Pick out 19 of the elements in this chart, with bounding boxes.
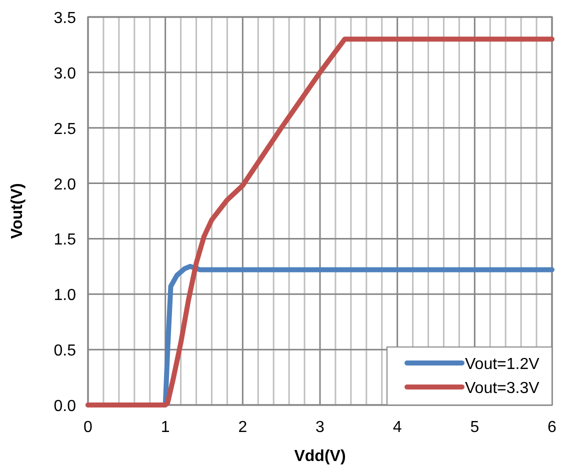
x-tick-label: 5: [470, 419, 480, 436]
y-tick-label: 2.0: [54, 176, 76, 194]
x-tick-label: 0: [84, 419, 93, 436]
y-tick-label: 0.5: [54, 342, 76, 360]
x-tick-label: 3: [316, 419, 325, 436]
y-tick-label: 0.0: [54, 398, 76, 415]
x-axis-title: Vdd(V): [294, 448, 346, 465]
legend-label: Vout=1.2V: [465, 356, 540, 373]
x-tick-label: 1: [160, 419, 170, 436]
x-tick-label: 4: [392, 419, 402, 436]
y-axis-title: Vout(V): [9, 183, 26, 239]
y-tick-label: 1.0: [54, 287, 76, 304]
y-tick-label: 1.5: [54, 232, 76, 249]
x-tick-label: 2: [238, 419, 248, 436]
legend-label: Vout=3.3V: [465, 380, 540, 397]
y-tick-label: 3.5: [54, 10, 76, 27]
y-tick-label: 3.0: [54, 65, 76, 82]
x-tick-label: 6: [548, 419, 557, 436]
y-tick-label: 2.5: [54, 120, 76, 138]
